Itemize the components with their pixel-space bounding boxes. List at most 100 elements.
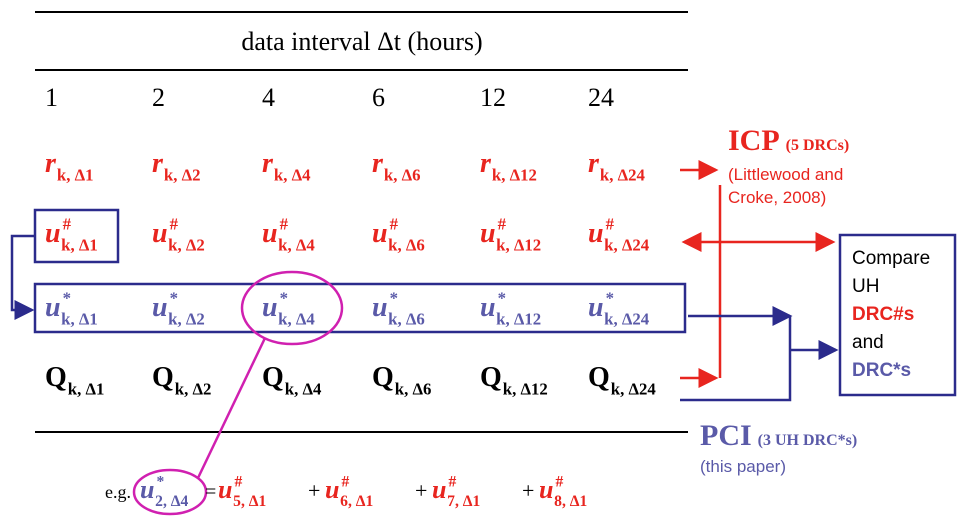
example-plus: + — [522, 478, 534, 503]
symbol: u — [140, 475, 154, 504]
subscript: k, Δ24 — [604, 309, 650, 328]
superscript: * — [498, 288, 506, 307]
symbol: Q — [45, 362, 67, 393]
column-label: 24 — [588, 83, 614, 112]
subscript: k, Δ1 — [68, 379, 105, 398]
example-term: u #5, Δ1 — [218, 473, 266, 510]
superscript: # — [170, 214, 179, 233]
subscript: 7, Δ1 — [447, 493, 480, 510]
column-label: 4 — [262, 83, 275, 112]
compare-line: DRC#s — [852, 304, 914, 325]
subscript: 2, Δ4 — [155, 493, 188, 510]
cell: u * k, Δ6 — [372, 288, 425, 328]
icp-label: ICP (5 DRCs) — [728, 124, 849, 157]
cell: u * k, Δ1 — [45, 288, 98, 328]
superscript: * — [170, 288, 178, 307]
superscript: * — [390, 288, 398, 307]
example-term: u #8, Δ1 — [539, 473, 587, 510]
example-equals: = — [205, 481, 216, 503]
symbol: r — [588, 148, 600, 179]
symbol: u — [262, 218, 278, 249]
cell: Qk, Δ4 — [262, 362, 322, 398]
cell: u # k, Δ24 — [588, 214, 650, 254]
subscript: 8, Δ1 — [554, 493, 587, 510]
compare-box: Compare UH DRC#s and DRC*s — [852, 248, 930, 381]
icp-note: (5 DRCs) — [786, 137, 850, 154]
symbol: u — [372, 292, 388, 323]
cell: u * k, Δ2 — [152, 288, 205, 328]
cell: u # k, Δ6 — [372, 214, 425, 254]
icp-ref: (Littlewood and — [728, 165, 843, 184]
cell: rk, Δ2 — [152, 148, 201, 184]
subscript: k, Δ6 — [384, 165, 421, 184]
pci-note: (3 UH DRC*s) — [758, 432, 858, 449]
example-plus: + — [308, 478, 320, 503]
subscript: k, Δ12 — [496, 309, 541, 328]
pci-title: PCI — [700, 419, 752, 452]
symbol: u — [539, 475, 553, 504]
symbol: u — [372, 218, 388, 249]
subscript: k, Δ24 — [604, 235, 650, 254]
connectors — [10, 160, 839, 516]
symbol: u — [432, 475, 446, 504]
cell: u * k, Δ12 — [480, 288, 541, 328]
subscript: k, Δ24 — [611, 379, 657, 398]
cell: u * k, Δ24 — [588, 288, 650, 328]
column-label: 1 — [45, 83, 58, 112]
compare-line: Compare — [852, 248, 930, 269]
column-label: 6 — [372, 83, 385, 112]
symbol: u — [45, 292, 61, 323]
subscript: 5, Δ1 — [233, 493, 266, 510]
subscript: k, Δ6 — [388, 235, 425, 254]
icp-title: ICP — [728, 124, 780, 157]
superscript: * — [606, 288, 614, 307]
symbol: u — [588, 292, 604, 323]
symbol: Q — [588, 362, 610, 393]
example-lhs: u * 2, Δ4 — [140, 473, 189, 510]
pci-label: PCI (3 UH DRC*s) — [700, 419, 857, 452]
subscript: k, Δ4 — [274, 165, 311, 184]
cell: u # k, Δ12 — [480, 214, 541, 254]
symbol: u — [588, 218, 604, 249]
cell: rk, Δ6 — [372, 148, 421, 184]
symbol: u — [480, 292, 496, 323]
cell: u # k, Δ1 — [45, 214, 98, 254]
subscript: k, Δ4 — [285, 379, 322, 398]
cell: Qk, Δ24 — [588, 362, 656, 398]
symbol: u — [325, 475, 339, 504]
subscript: k, Δ2 — [175, 379, 212, 398]
cell: rk, Δ1 — [45, 148, 94, 184]
subscript: k, Δ1 — [61, 235, 98, 254]
superscript: # — [448, 473, 456, 490]
symbol: r — [45, 148, 57, 179]
subscript: k, Δ1 — [61, 309, 98, 328]
subscript: k, Δ6 — [395, 379, 432, 398]
example-term: u #7, Δ1 — [432, 473, 480, 510]
column-label: 12 — [480, 83, 506, 112]
superscript: # — [498, 214, 507, 233]
cell: rk, Δ12 — [480, 148, 537, 184]
cell: u # k, Δ2 — [152, 214, 205, 254]
symbol: r — [262, 148, 274, 179]
cell: u * k, Δ4 — [262, 288, 315, 328]
example-plus: + — [415, 478, 427, 503]
subscript: k, Δ6 — [388, 309, 425, 328]
cell: Qk, Δ12 — [480, 362, 548, 398]
cell: Qk, Δ1 — [45, 362, 104, 398]
symbol: Q — [262, 362, 284, 393]
superscript: # — [555, 473, 563, 490]
superscript: # — [606, 214, 615, 233]
compare-line: UH — [852, 276, 879, 297]
subscript: k, Δ4 — [278, 309, 315, 328]
subscript: k, Δ4 — [278, 235, 315, 254]
cell: rk, Δ24 — [588, 148, 646, 184]
symbol: u — [218, 475, 232, 504]
symbol: u — [152, 292, 168, 323]
rules — [35, 11, 688, 433]
symbol: Q — [480, 362, 502, 393]
subscript: k, Δ12 — [492, 165, 537, 184]
subscript: k, Δ24 — [600, 165, 646, 184]
subscript: k, Δ1 — [57, 165, 94, 184]
superscript: * — [156, 473, 164, 490]
cell: u # k, Δ4 — [262, 214, 315, 254]
